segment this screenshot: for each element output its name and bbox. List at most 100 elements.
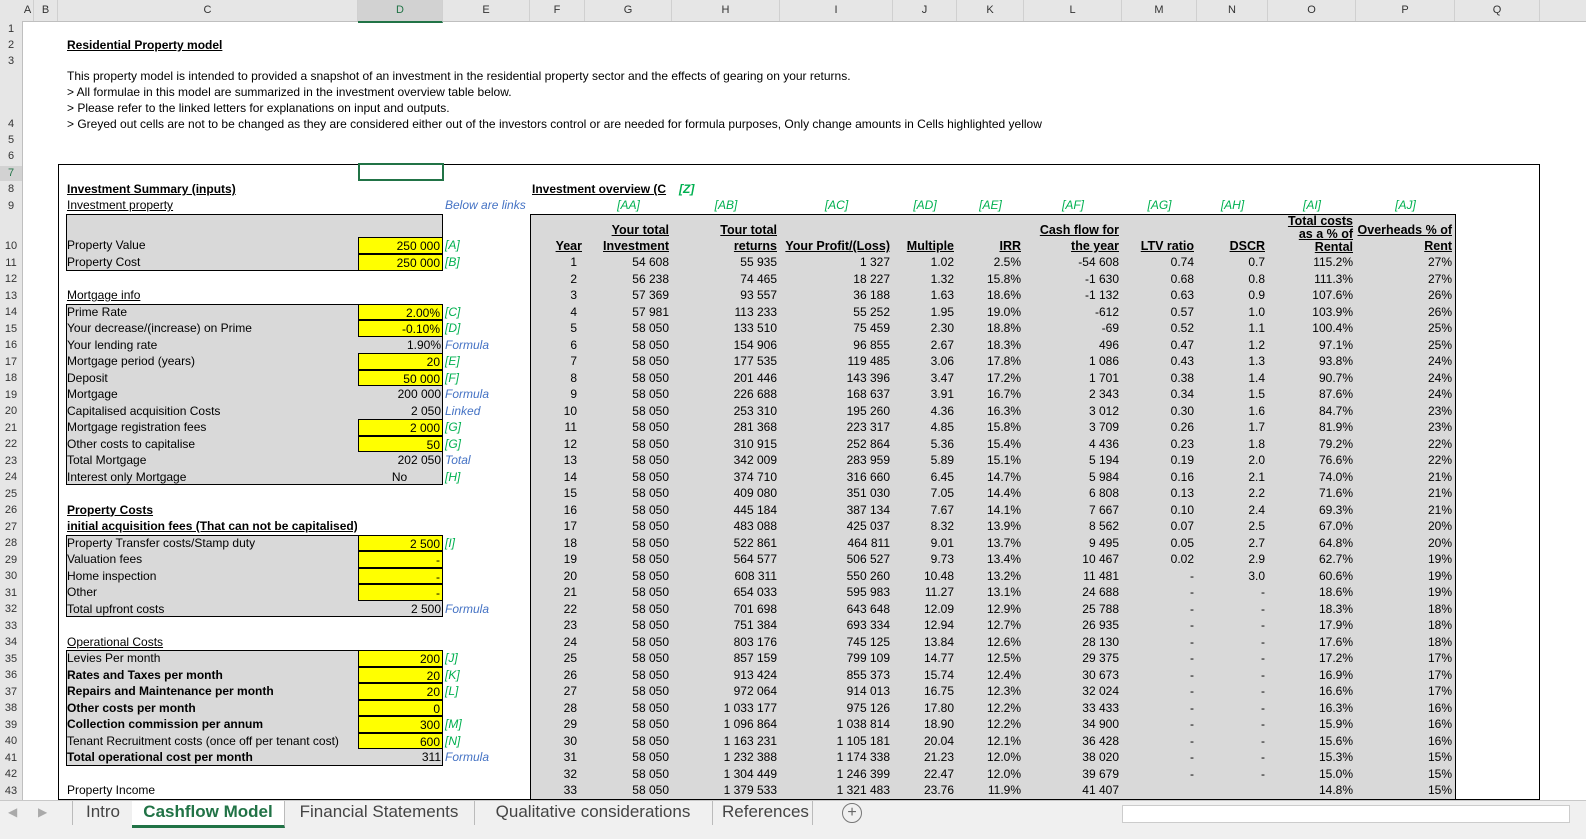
reference-note[interactable]: [C] bbox=[445, 304, 461, 319]
table-cell[interactable]: - bbox=[1261, 684, 1265, 698]
table-cell[interactable]: - bbox=[1190, 700, 1194, 715]
table-cell[interactable]: 111.3% bbox=[1314, 271, 1353, 286]
reference-note[interactable]: [E] bbox=[445, 354, 460, 368]
table-cell[interactable]: 201 446 bbox=[733, 370, 777, 385]
table-cell[interactable]: 31 bbox=[563, 750, 577, 764]
table-cell[interactable]: - bbox=[1190, 766, 1194, 781]
table-cell[interactable]: 0.07 bbox=[1170, 519, 1194, 533]
column-header-F[interactable]: F bbox=[530, 0, 585, 21]
table-cell[interactable]: 5 984 bbox=[1088, 469, 1119, 484]
table-cell[interactable]: 22% bbox=[1427, 436, 1452, 451]
column-header-L[interactable]: L bbox=[1024, 0, 1122, 21]
table-cell[interactable]: 799 109 bbox=[846, 651, 890, 665]
reference-note[interactable]: [G] bbox=[445, 420, 462, 434]
table-cell[interactable]: 13.84 bbox=[923, 634, 954, 649]
table-cell[interactable]: 608 311 bbox=[734, 568, 778, 583]
column-header-G[interactable]: G bbox=[585, 0, 672, 21]
table-cell[interactable]: 17.6% bbox=[1318, 634, 1353, 649]
row-header-11[interactable]: 11 bbox=[5, 256, 17, 269]
column-header-Q[interactable]: Q bbox=[1455, 0, 1540, 21]
table-cell[interactable]: 0.8 bbox=[1248, 271, 1265, 286]
table-cell[interactable]: 9 495 bbox=[1088, 535, 1119, 550]
table-cell[interactable]: 58 050 bbox=[632, 684, 669, 698]
table-cell[interactable]: - bbox=[1261, 601, 1265, 616]
reference-note[interactable]: [J] bbox=[445, 651, 458, 665]
input-cell[interactable]: 0 bbox=[358, 699, 443, 716]
table-cell[interactable]: 15% bbox=[1427, 750, 1452, 764]
table-cell[interactable]: 58 050 bbox=[632, 667, 669, 682]
table-cell[interactable]: 58 050 bbox=[632, 354, 669, 368]
input-cell[interactable]: 250 000 bbox=[358, 254, 443, 271]
table-cell[interactable]: 1 379 533 bbox=[723, 783, 777, 797]
table-cell[interactable]: 18% bbox=[1427, 601, 1452, 616]
table-cell[interactable]: 1 327 bbox=[859, 255, 890, 269]
table-cell[interactable]: - bbox=[1261, 585, 1265, 599]
table-cell[interactable]: 1.95 bbox=[930, 304, 954, 319]
table-cell[interactable]: 15.1% bbox=[986, 453, 1021, 467]
row-header-38[interactable]: 38 bbox=[4, 702, 18, 714]
table-cell[interactable]: 13 bbox=[563, 453, 577, 467]
column-ref[interactable]: [AF] bbox=[1061, 198, 1084, 212]
table-cell[interactable]: 351 030 bbox=[846, 486, 890, 500]
row-header-25[interactable]: 25 bbox=[4, 487, 18, 500]
table-cell[interactable]: 113 233 bbox=[734, 304, 778, 319]
table-cell[interactable]: 2.5 bbox=[1248, 519, 1265, 533]
table-cell[interactable]: 10 bbox=[563, 403, 577, 418]
table-cell[interactable]: 20% bbox=[1427, 535, 1452, 550]
row-header-23[interactable]: 23 bbox=[4, 454, 18, 467]
row-header-40[interactable]: 40 bbox=[4, 735, 18, 747]
table-cell[interactable]: 12.0% bbox=[986, 750, 1021, 764]
table-cell[interactable]: - bbox=[1190, 717, 1194, 731]
table-cell[interactable]: 18% bbox=[1427, 618, 1452, 632]
table-cell[interactable]: 21% bbox=[1427, 502, 1452, 517]
table-cell[interactable]: 27 bbox=[563, 684, 577, 698]
table-cell[interactable]: 1 033 177 bbox=[723, 700, 777, 715]
table-cell[interactable]: 16.7% bbox=[986, 387, 1021, 401]
table-cell[interactable]: - bbox=[1190, 618, 1194, 632]
row-header-32[interactable]: 32 bbox=[4, 603, 18, 615]
row-header-18[interactable]: 18 bbox=[4, 372, 18, 384]
table-cell[interactable]: 8 bbox=[570, 370, 577, 385]
table-cell[interactable]: 1 163 231 bbox=[723, 733, 777, 748]
table-cell[interactable]: 506 527 bbox=[846, 552, 890, 566]
table-cell[interactable]: 5 bbox=[570, 321, 577, 335]
table-cell[interactable]: 28 130 bbox=[1082, 634, 1119, 649]
table-cell[interactable]: 133 510 bbox=[733, 321, 777, 335]
column-header-D[interactable]: D bbox=[358, 0, 443, 23]
table-cell[interactable]: 0.05 bbox=[1170, 535, 1194, 550]
table-cell[interactable]: 18.3% bbox=[1318, 601, 1353, 616]
table-cell[interactable]: 7.67 bbox=[930, 502, 954, 517]
table-cell[interactable]: -69 bbox=[1101, 321, 1119, 335]
reference-note[interactable]: Formula bbox=[445, 387, 490, 401]
input-cell[interactable]: 250 000 bbox=[358, 237, 443, 254]
column-header-E[interactable]: E bbox=[443, 0, 530, 21]
reference-note[interactable]: [L] bbox=[445, 684, 459, 698]
table-cell[interactable]: 17% bbox=[1427, 667, 1452, 682]
table-cell[interactable]: 58 050 bbox=[632, 585, 669, 599]
table-cell[interactable]: 10.48 bbox=[923, 568, 954, 583]
row-header-14[interactable]: 14 bbox=[4, 306, 18, 318]
row-header-39[interactable]: 39 bbox=[4, 718, 18, 731]
input-cell[interactable]: 50 bbox=[358, 435, 443, 452]
row-header-20[interactable]: 20 bbox=[4, 405, 18, 417]
row-header-37[interactable]: 37 bbox=[4, 685, 18, 698]
table-cell[interactable]: 16.75 bbox=[923, 684, 954, 698]
row-header-26[interactable]: 26 bbox=[4, 504, 18, 516]
table-cell[interactable]: 26% bbox=[1427, 288, 1452, 302]
column-ref[interactable]: [AE] bbox=[979, 198, 1002, 212]
table-cell[interactable]: 1 701 bbox=[1088, 370, 1119, 385]
table-cell[interactable]: 16.6% bbox=[1318, 684, 1353, 698]
row-header-8[interactable]: 8 bbox=[7, 183, 15, 195]
table-cell[interactable]: 12.2% bbox=[986, 717, 1021, 731]
column-ref[interactable]: [AC] bbox=[824, 198, 849, 212]
table-cell[interactable]: 15.3% bbox=[1318, 750, 1353, 764]
column-ref[interactable]: [AI] bbox=[1302, 198, 1321, 212]
table-cell[interactable]: 252 864 bbox=[846, 436, 890, 451]
table-cell[interactable]: 75 459 bbox=[853, 321, 890, 335]
input-cell[interactable]: - bbox=[358, 567, 443, 584]
table-cell[interactable]: 6.45 bbox=[930, 469, 954, 484]
table-cell[interactable]: 103.9% bbox=[1312, 304, 1353, 319]
table-cell[interactable]: 81.9% bbox=[1318, 420, 1353, 434]
table-cell[interactable]: 24% bbox=[1427, 370, 1452, 385]
row-header-10[interactable]: 10 bbox=[4, 240, 18, 252]
